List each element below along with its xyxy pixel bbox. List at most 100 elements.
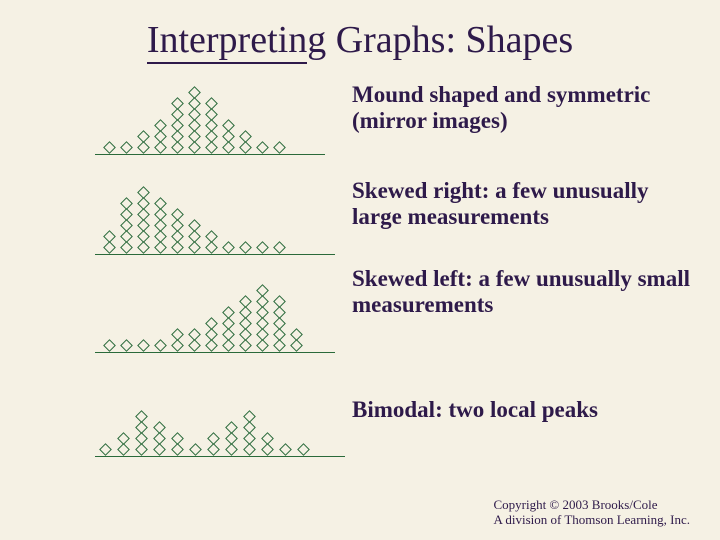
data-point [222,141,235,154]
data-point [153,443,166,456]
data-point [117,443,130,456]
data-point [205,328,218,341]
data-point [103,241,116,254]
data-point [273,328,286,341]
data-point [222,241,235,254]
data-point [137,141,150,154]
data-point [153,432,166,445]
data-point [207,443,220,456]
data-point [256,339,269,352]
data-point [225,421,238,434]
data-point [171,130,184,143]
data-point [279,443,292,456]
data-point [205,119,218,132]
data-point [137,208,150,221]
data-point [137,130,150,143]
data-point [135,421,148,434]
data-point [256,317,269,330]
data-point [222,130,235,143]
footer-line-1: Copyright © 2003 Brooks/Cole [493,497,690,513]
dotplot-0 [95,70,335,155]
axis-line [95,456,345,457]
data-point [120,197,133,210]
data-point [135,432,148,445]
data-point [154,130,167,143]
data-point [171,97,184,110]
title-part-g: g [307,19,326,61]
data-point [273,339,286,352]
title-part-2: Graphs: Shapes [326,19,573,61]
data-point [205,230,218,243]
data-point [273,317,286,330]
data-point [222,339,235,352]
data-point [205,317,218,330]
data-point [171,219,184,232]
data-point [188,86,201,99]
axis-line [95,254,335,255]
title-part-1: Interpretin [147,19,307,61]
data-point [154,219,167,232]
dotplot-2 [95,268,335,353]
data-point [154,197,167,210]
data-point [137,339,150,352]
data-point [273,141,286,154]
data-point [188,339,201,352]
data-point [239,328,252,341]
data-point [171,119,184,132]
data-point [188,219,201,232]
data-point [239,295,252,308]
data-point [225,443,238,456]
data-point [137,230,150,243]
data-point [239,317,252,330]
data-point [256,141,269,154]
data-point [135,410,148,423]
data-point [137,186,150,199]
data-point [205,141,218,154]
data-point [120,339,133,352]
data-point [171,328,184,341]
data-point [273,295,286,308]
data-point [154,141,167,154]
data-point [188,241,201,254]
data-point [261,432,274,445]
data-point [189,443,202,456]
data-point [239,339,252,352]
data-point [171,432,184,445]
shape-description-3: Bimodal: two local peaks [352,397,692,423]
axis-line [95,154,325,155]
data-point [137,197,150,210]
copyright-footer: Copyright © 2003 Brooks/Cole A division … [493,497,690,528]
data-point [137,241,150,254]
data-point [137,219,150,232]
data-point [171,108,184,121]
data-point [256,241,269,254]
data-point [239,306,252,319]
data-point [243,421,256,434]
data-point [188,328,201,341]
data-point [205,97,218,110]
data-point [120,208,133,221]
data-point [207,432,220,445]
data-point [171,230,184,243]
data-point [99,443,112,456]
data-point [256,295,269,308]
data-point [120,241,133,254]
data-point [154,208,167,221]
data-point [261,443,274,456]
data-point [154,230,167,243]
data-point [222,328,235,341]
shape-description-2: Skewed left: a few unusually small measu… [352,266,692,319]
data-point [273,241,286,254]
data-point [171,141,184,154]
data-point [153,421,166,434]
data-point [188,108,201,121]
data-point [205,108,218,121]
data-point [188,230,201,243]
shape-description-0: Mound shaped and symmetric (mirror image… [352,82,692,135]
data-point [120,230,133,243]
data-point [290,339,303,352]
shape-description-1: Skewed right: a few unusually large meas… [352,178,692,231]
content-area: Mound shaped and symmetric (mirror image… [0,70,720,490]
data-point [154,119,167,132]
data-point [188,97,201,110]
